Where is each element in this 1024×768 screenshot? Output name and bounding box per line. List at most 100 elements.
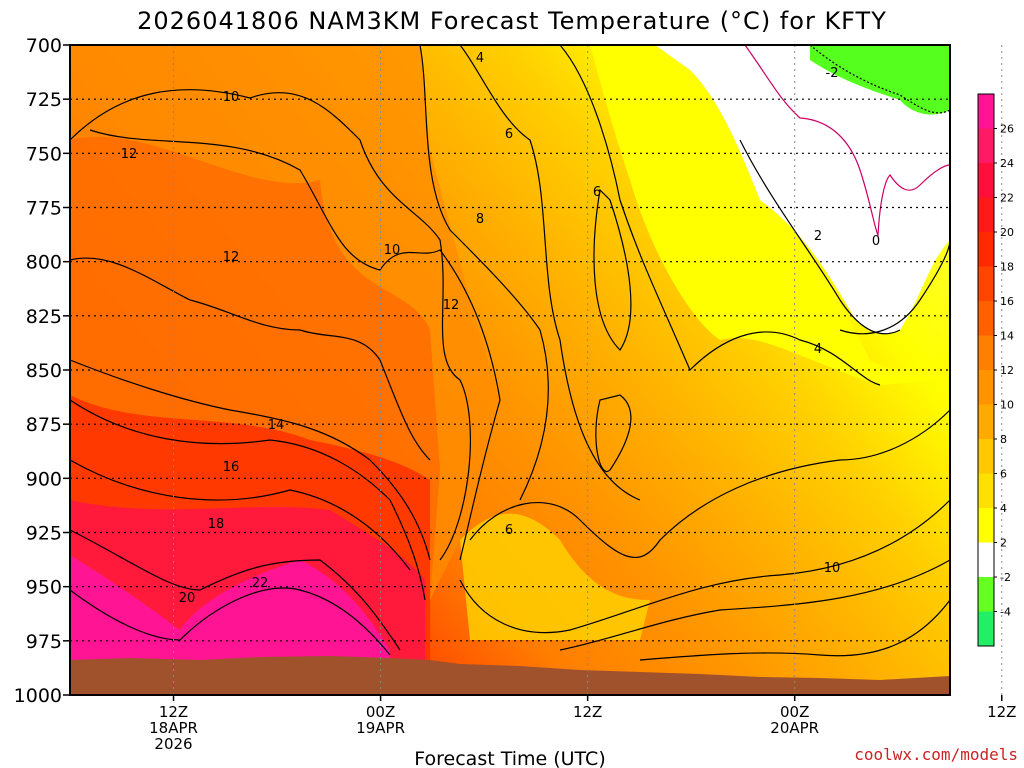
colorbar-swatch — [978, 508, 994, 543]
y-tick-label: 725 — [26, 89, 62, 111]
y-axis: 700 725 750 775 800 825 850 875 900 925 950 975 1000 — [14, 35, 70, 707]
contour-line — [69, 587, 391, 656]
colorbar-label: 24 — [1000, 157, 1014, 170]
magenta-core-region — [70, 555, 390, 660]
y-tick-label: 975 — [26, 631, 62, 653]
contour-line — [459, 499, 951, 634]
colorbar: 26 24 22 20 18 16 14 12 10 8 6 4 2 -2 -4 — [977, 93, 1014, 647]
colorbar-label: 12 — [1000, 364, 1014, 377]
colorbar-swatch — [978, 439, 994, 474]
y-tick-label: 1000 — [14, 685, 62, 707]
contour-line — [469, 409, 951, 558]
x-tick-label: 18APR — [149, 719, 198, 737]
colorbar-label: 8 — [1000, 433, 1007, 446]
contour-label: 4 — [814, 342, 822, 357]
y-tick-label: 750 — [26, 143, 62, 165]
colorbar-label: -2 — [1000, 571, 1011, 584]
y-tick-label: 825 — [26, 306, 62, 328]
white-near-zero-region — [655, 45, 950, 334]
contour-label: 6 — [593, 185, 601, 200]
y-tick-label: 900 — [26, 468, 62, 490]
colorbar-label: 14 — [1000, 330, 1014, 343]
contour-label: 14 — [268, 418, 285, 433]
x-tick-label: 2026 — [154, 735, 192, 753]
contour-label: 10 — [223, 90, 240, 105]
contour-line — [69, 257, 431, 461]
colorbar-swatch — [978, 94, 994, 129]
x-tick-label: 19APR — [356, 719, 405, 737]
contour-line — [69, 529, 401, 651]
grid-lines — [70, 45, 1003, 695]
contour-label: 12 — [121, 147, 138, 162]
y-tick-label: 875 — [26, 414, 62, 436]
zero-degree-line — [744, 44, 951, 237]
colorbar-label: 18 — [1000, 261, 1014, 274]
x-tick-label: 12Z — [987, 703, 1016, 721]
contour-label: 16 — [223, 460, 240, 475]
contour-line — [69, 89, 472, 561]
contour-label: 2 — [814, 229, 822, 244]
contour-label: 20 — [179, 591, 196, 606]
yellow-cool-region — [460, 513, 650, 640]
colorbar-swatch — [978, 232, 994, 267]
contour-label: 22 — [252, 576, 269, 591]
terrain-ground — [70, 656, 950, 695]
contour-line — [69, 359, 431, 561]
y-tick-label: 700 — [26, 35, 62, 57]
credit-text: coolwx.com/models — [854, 745, 1018, 764]
contour-line — [89, 129, 501, 561]
y-tick-label: 775 — [26, 198, 62, 220]
colorbar-swatch — [978, 301, 994, 336]
colorbar-swatch — [978, 577, 994, 612]
contour-label: 12 — [443, 298, 460, 313]
chart-title: 2026041806 NAM3KM Forecast Temperature (… — [137, 7, 887, 35]
x-tick-label: 12Z — [159, 703, 188, 721]
contour-label: 10 — [824, 561, 841, 576]
y-tick-label: 850 — [26, 360, 62, 382]
colorbar-label: 16 — [1000, 295, 1014, 308]
colorbar-swatch — [978, 473, 994, 509]
contour-line — [639, 599, 951, 661]
colorbar-label: 6 — [1000, 468, 1007, 481]
contour-label: 12 — [223, 250, 240, 265]
contour-line — [559, 44, 881, 386]
x-tick-label: 12Z — [573, 703, 602, 721]
colorbar-label: 26 — [1000, 123, 1014, 136]
contour-label: 6 — [505, 523, 513, 538]
colorbar-swatch — [978, 197, 994, 233]
contour-label: 0 — [872, 234, 880, 249]
colorbar-swatch — [978, 370, 994, 405]
contour-line — [559, 559, 951, 651]
y-tick-label: 925 — [26, 523, 62, 545]
colorbar-swatch — [978, 542, 994, 578]
x-tick-label: 20APR — [770, 719, 819, 737]
contour-label-group: 4 -2 10 6 12 8 6 2 0 12 10 12 4 14 16 18… — [121, 51, 880, 606]
colorbar-label: 22 — [1000, 192, 1014, 205]
contour-line — [593, 188, 632, 351]
contour-label: 10 — [384, 243, 401, 258]
y-tick-label: 950 — [26, 577, 62, 599]
contour-line — [459, 44, 641, 501]
colorbar-label: 20 — [1000, 226, 1014, 239]
contour-line — [419, 44, 549, 501]
x-tick-label: 00Z — [780, 703, 809, 721]
y-tick-label: 800 — [26, 252, 62, 274]
contour-label: -2 — [826, 66, 839, 81]
contour-line — [595, 394, 632, 473]
x-axis-title: Forecast Time (UTC) — [414, 748, 605, 768]
contour-label: 4 — [476, 51, 484, 66]
contour-line — [69, 399, 426, 601]
colorbar-swatch — [978, 404, 994, 440]
contour-label: 18 — [208, 517, 225, 532]
colorbar-swatch — [978, 611, 994, 647]
colorbar-swatch — [978, 335, 994, 371]
colorbar-label: 2 — [1000, 537, 1007, 550]
contour-line — [839, 239, 951, 335]
x-tick-label: 00Z — [366, 703, 395, 721]
colorbar-label: 4 — [1000, 502, 1007, 515]
contour-label: 6 — [505, 127, 513, 142]
colorbar-label: 10 — [1000, 399, 1014, 412]
colorbar-label: -4 — [1000, 606, 1011, 619]
